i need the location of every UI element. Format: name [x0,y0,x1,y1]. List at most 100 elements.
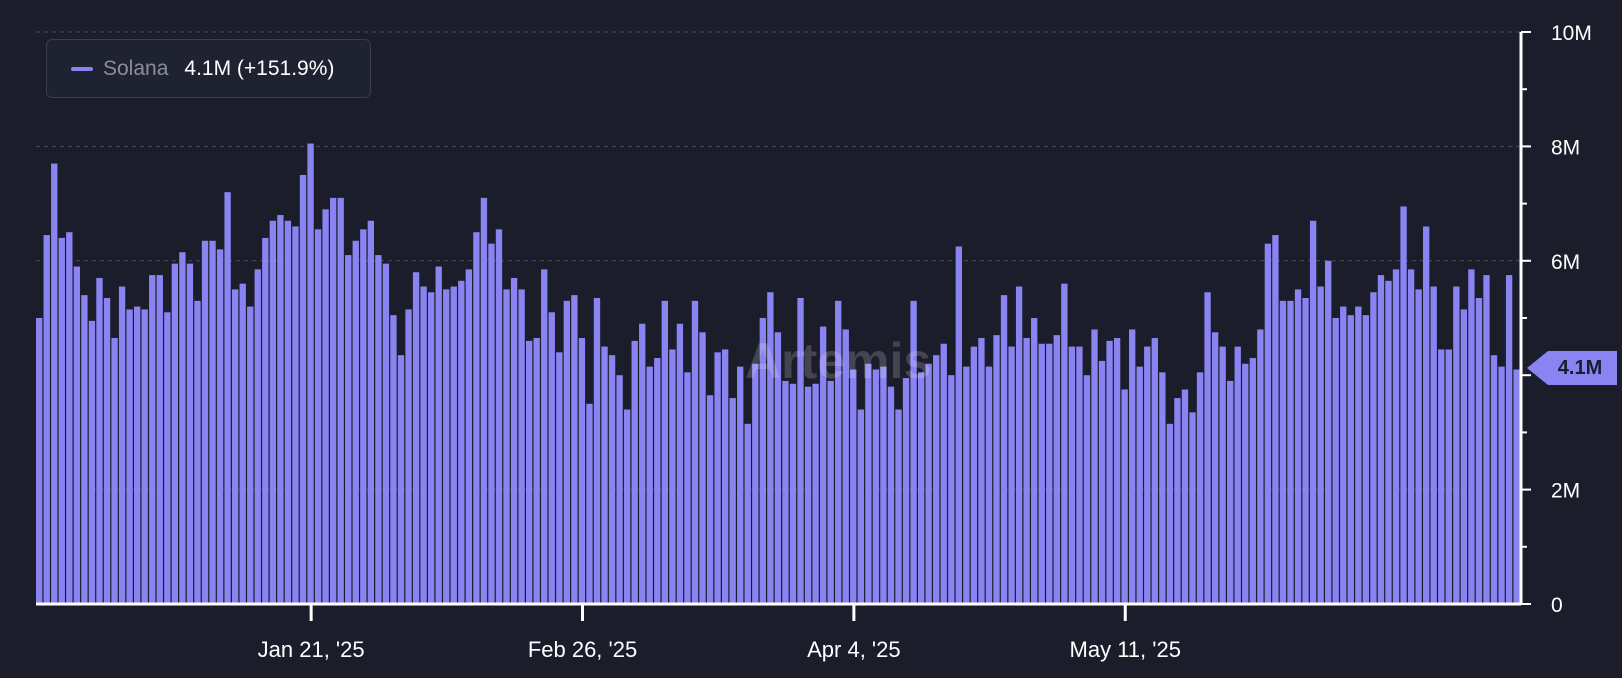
bar [767,292,774,604]
bar [1166,423,1174,604]
bar [714,352,721,604]
bar [1302,297,1309,604]
bar [1023,338,1030,604]
bar [1400,206,1407,604]
bar [269,220,277,604]
bar [721,349,729,604]
bar [669,349,676,604]
bar [782,380,789,604]
bar [774,332,782,604]
bar [133,306,141,604]
bar [473,232,480,604]
bar [1287,300,1294,604]
tick-labels: 0 2M 6M 8M 10M Jan 21, '25 Feb 26, '25 Apr 4, '… [258,22,1592,662]
bar [382,263,390,604]
bar [616,375,623,604]
bar [171,263,179,604]
bar [631,340,638,604]
bar [1355,306,1362,604]
bar [1430,286,1437,604]
bar [563,300,570,604]
bar [1227,380,1234,604]
bar [699,332,706,604]
bar [1008,346,1015,604]
bar [126,309,133,604]
bar [503,289,510,604]
bar [1483,275,1490,604]
bar [601,346,608,604]
bar [1159,372,1166,604]
bar [1015,286,1023,604]
bar [1453,286,1460,604]
bar [299,175,307,604]
bar [1242,363,1249,604]
bar [797,297,804,604]
axes [36,31,1531,621]
bar [1498,366,1505,604]
y-tick-label: 8M [1551,136,1580,159]
bar [706,395,714,604]
bar [1460,309,1468,604]
bar [1196,372,1204,604]
bar [1513,369,1520,604]
bar [277,215,284,605]
bar [1053,335,1060,604]
bar [1113,338,1121,604]
bar [1076,346,1083,604]
bar [405,309,412,604]
x-tick-label: Apr 4, '25 [807,637,900,662]
bar [412,272,420,604]
bar [857,409,864,604]
bar [525,340,533,604]
bar [1083,375,1091,604]
bar [1257,329,1264,604]
bar [556,352,563,604]
bar [149,275,156,604]
bar [872,369,880,604]
bar [43,235,50,604]
bar [345,255,352,604]
bar [1068,346,1076,604]
bar [842,329,849,604]
bar [1438,349,1445,604]
bar [458,280,465,604]
bar [307,143,314,605]
bar [375,255,382,604]
bar [73,266,81,604]
bar [1279,300,1287,604]
bar [533,338,540,604]
bar [812,383,819,604]
bar [164,312,171,604]
bar [1385,280,1392,604]
bar [420,286,427,604]
bar [789,383,797,604]
bar [141,309,148,604]
bar [337,197,344,604]
bar [284,220,292,604]
bar [111,338,118,604]
y-tick-label: 10M [1551,22,1592,45]
bar [329,197,337,604]
bar [970,346,978,604]
bar [314,229,322,604]
bar [1174,398,1181,604]
bar [58,237,65,605]
bar [895,409,902,604]
bar [1325,260,1332,604]
bar [1407,269,1415,604]
bar [1121,389,1128,604]
y-tick-label: 6M [1551,251,1580,274]
bar [1475,297,1483,604]
bar [1490,355,1498,604]
bar [239,283,246,604]
bar [1445,349,1452,604]
bar [1332,318,1339,604]
bar [1031,318,1038,604]
legend-series-name: Solana [103,56,169,80]
bar [835,300,842,604]
bar [1038,343,1045,604]
watermark-text: Artemis [745,333,931,389]
bar [578,338,586,604]
bar [978,338,985,604]
bar [36,318,43,604]
